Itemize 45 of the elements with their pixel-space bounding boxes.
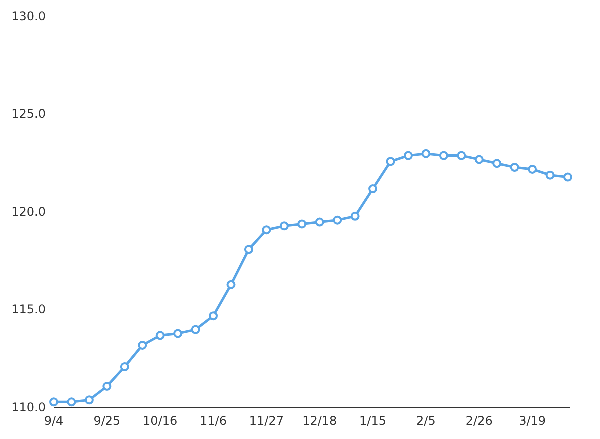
x-tick-label: 12/18: [302, 414, 338, 428]
y-tick-label: 110.0: [12, 400, 46, 414]
point: [510, 163, 520, 172]
x-tick-label: 2/26: [466, 414, 493, 428]
point: [226, 280, 236, 290]
x-tick-label: 1/15: [360, 414, 387, 428]
point: [368, 184, 378, 194]
point: [138, 340, 148, 350]
point: [404, 151, 413, 160]
x-tick-label: 9/25: [94, 414, 121, 428]
point: [120, 362, 130, 372]
point: [191, 325, 200, 334]
point: [67, 398, 76, 407]
point: [244, 245, 254, 254]
y-tick-label: 125.0: [12, 107, 46, 122]
x-tick-label: 9/4: [44, 414, 64, 428]
point: [546, 170, 555, 180]
point: [474, 155, 484, 164]
point: [528, 164, 538, 174]
x-tick-label: 11/6: [200, 414, 227, 428]
point: [50, 398, 58, 407]
point: [564, 172, 572, 182]
point: [262, 226, 272, 235]
point: [333, 216, 342, 225]
point: [280, 222, 289, 231]
point: [84, 396, 94, 405]
point: [386, 157, 396, 166]
y-tick-label: 115.0: [12, 302, 46, 317]
point: [422, 149, 431, 158]
point: [439, 151, 448, 160]
x-tick-label: 3/19: [519, 414, 546, 428]
x-tick-label: 11/27: [249, 414, 284, 428]
point: [156, 331, 165, 340]
point: [457, 151, 466, 160]
point: [350, 212, 360, 221]
y-tick-label: 120.0: [12, 204, 46, 219]
x-tick-label: 2/5: [416, 414, 436, 428]
y-tick-label: 130.0: [12, 9, 46, 24]
point: [102, 382, 112, 391]
point: [174, 329, 183, 338]
point: [298, 220, 307, 229]
x-tick-label: 10/16: [143, 414, 178, 428]
point: [315, 218, 324, 227]
point: [209, 312, 218, 321]
point: [492, 159, 502, 168]
